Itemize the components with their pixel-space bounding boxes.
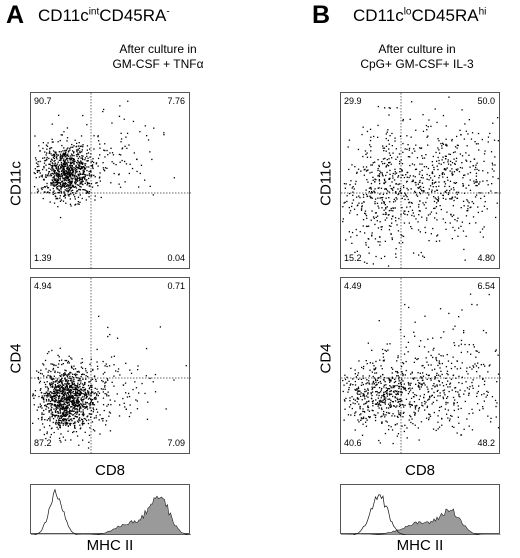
panel-a-xlabel: CD8 <box>94 462 125 479</box>
quadrant-tl: 4.94 <box>34 281 52 291</box>
quadrant-bl: 15.2 <box>344 253 362 263</box>
title-sup: int <box>88 6 100 18</box>
panel-b-title: CD11cloCD45RAhi <box>353 7 486 24</box>
quadrant-bl: 1.39 <box>34 253 52 263</box>
open-histogram <box>31 488 190 535</box>
histogram-svg <box>341 494 501 535</box>
panel-b-cd11c-dotplot: 29.9 50.0 15.2 4.80 <box>340 92 501 270</box>
histogram-svg <box>31 488 191 535</box>
quadrant-tr: 7.76 <box>167 96 185 106</box>
panel-b-xlabel: CD8 <box>404 462 435 479</box>
event-dots <box>342 96 499 267</box>
quadrant-br: 48.2 <box>477 438 495 448</box>
panel-b-cd4-dotplot: 4.49 6.54 40.6 48.2 <box>340 277 501 455</box>
title-mid: CD45RA <box>99 6 167 25</box>
quadrant-tl: 90.7 <box>34 96 52 106</box>
condition-line: After culture in <box>119 42 197 56</box>
quadrant-br: 7.09 <box>167 438 185 448</box>
quadrant-bl: 87.2 <box>34 438 52 448</box>
event-dots <box>32 315 187 449</box>
panel-a-top-ylabel: CD11c <box>7 161 25 206</box>
panel-a-hist-label: MHC II <box>86 537 134 554</box>
condition-line: After culture in <box>378 42 456 56</box>
panel-a-cd11c-dotplot: 90.7 7.76 1.39 0.04 <box>30 92 191 270</box>
panel-a-condition: After culture in GM-CSF + TNFα <box>58 42 258 72</box>
quadrant-tr: 6.54 <box>477 281 495 291</box>
quadrant-bl: 40.6 <box>344 438 362 448</box>
quadrant-br: 0.04 <box>167 253 185 263</box>
dotplot-svg <box>31 93 191 270</box>
dotplot-svg <box>341 93 501 270</box>
panel-a-title: CD11cintCD45RA- <box>38 7 170 24</box>
open-histogram <box>341 494 500 535</box>
panel-letter-a: A <box>6 1 25 29</box>
shaded-histogram <box>31 495 191 535</box>
panel-letter-b: B <box>312 1 331 29</box>
event-dots <box>33 100 175 219</box>
dotplot-svg <box>341 278 501 455</box>
dotplot-svg <box>31 278 191 455</box>
panel-a-cd4-dotplot: 4.94 0.71 87.2 7.09 <box>30 277 191 455</box>
panel-b-bottom-ylabel: CD4 <box>317 343 335 374</box>
title-sup: lo <box>403 6 412 18</box>
panel-b-hist-label: MHC II <box>396 537 444 554</box>
quadrant-tl: 4.49 <box>344 281 362 291</box>
quadrant-br: 4.80 <box>477 253 495 263</box>
title-sup: hi <box>478 6 487 18</box>
quadrant-tr: 50.0 <box>477 96 495 106</box>
event-dots <box>342 293 500 445</box>
panel-b-condition: After culture in CpG+ GM-CSF+ IL-3 <box>317 42 517 72</box>
condition-line: GM-CSF + TNFα <box>112 57 204 71</box>
title-mid: CD45RA <box>411 6 479 25</box>
panel-b-top-ylabel: CD11c <box>317 161 335 206</box>
panel-b-mhcii-histogram <box>340 484 501 535</box>
title-sup: - <box>166 6 170 18</box>
shaded-histogram <box>341 508 501 535</box>
title-base: CD11c <box>353 6 404 25</box>
panel-a-mhcii-histogram <box>30 484 191 535</box>
quadrant-tr: 0.71 <box>167 281 185 291</box>
condition-line: CpG+ GM-CSF+ IL-3 <box>360 57 474 71</box>
panel-a-bottom-ylabel: CD4 <box>7 343 25 374</box>
title-base: CD11c <box>38 6 89 25</box>
quadrant-tl: 29.9 <box>344 96 362 106</box>
